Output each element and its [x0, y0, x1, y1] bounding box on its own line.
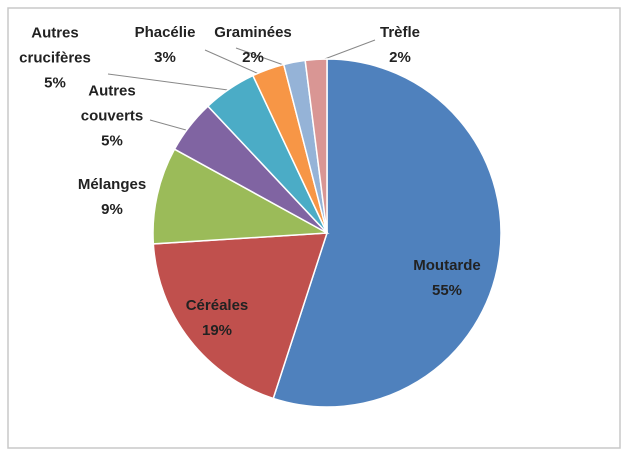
value-label: 2% — [242, 49, 264, 66]
slice-label: Autres couverts 5% — [72, 79, 152, 154]
value-label: 9% — [101, 201, 123, 218]
value-label: 19% — [201, 322, 233, 339]
category-label: Céréales — [185, 297, 249, 314]
value-label: 5% — [44, 74, 66, 92]
pie-slice — [272, 58, 502, 408]
category-label: Moutarde — [413, 257, 481, 274]
category-label: Autres crucifères — [19, 24, 91, 67]
slice-label: Autres crucifères 5% — [15, 21, 95, 96]
slice-label: Moutarde 55% — [413, 253, 481, 303]
slice-label: Graminées 2% — [214, 20, 292, 70]
value-label: 5% — [101, 132, 123, 150]
value-label: 3% — [154, 49, 176, 66]
pie-slice — [152, 148, 330, 245]
category-label: Mélanges — [77, 176, 147, 193]
leader-line — [149, 119, 187, 131]
leader-line — [107, 73, 229, 91]
slice-label: Céréales 19% — [186, 293, 249, 343]
category-label: Phacélie — [134, 24, 196, 41]
category-label: Trèfle — [379, 24, 421, 41]
pie-slice — [152, 232, 329, 400]
slice-label: Phacélie 3% — [135, 20, 196, 70]
pie-slice — [304, 58, 328, 234]
value-label: 2% — [389, 49, 411, 66]
value-label: 55% — [431, 282, 463, 299]
category-label: Autres couverts — [80, 82, 144, 125]
slice-label: Mélanges 9% — [78, 172, 146, 222]
category-label: Graminées — [214, 24, 292, 41]
slice-label: Trèfle 2% — [380, 20, 420, 70]
